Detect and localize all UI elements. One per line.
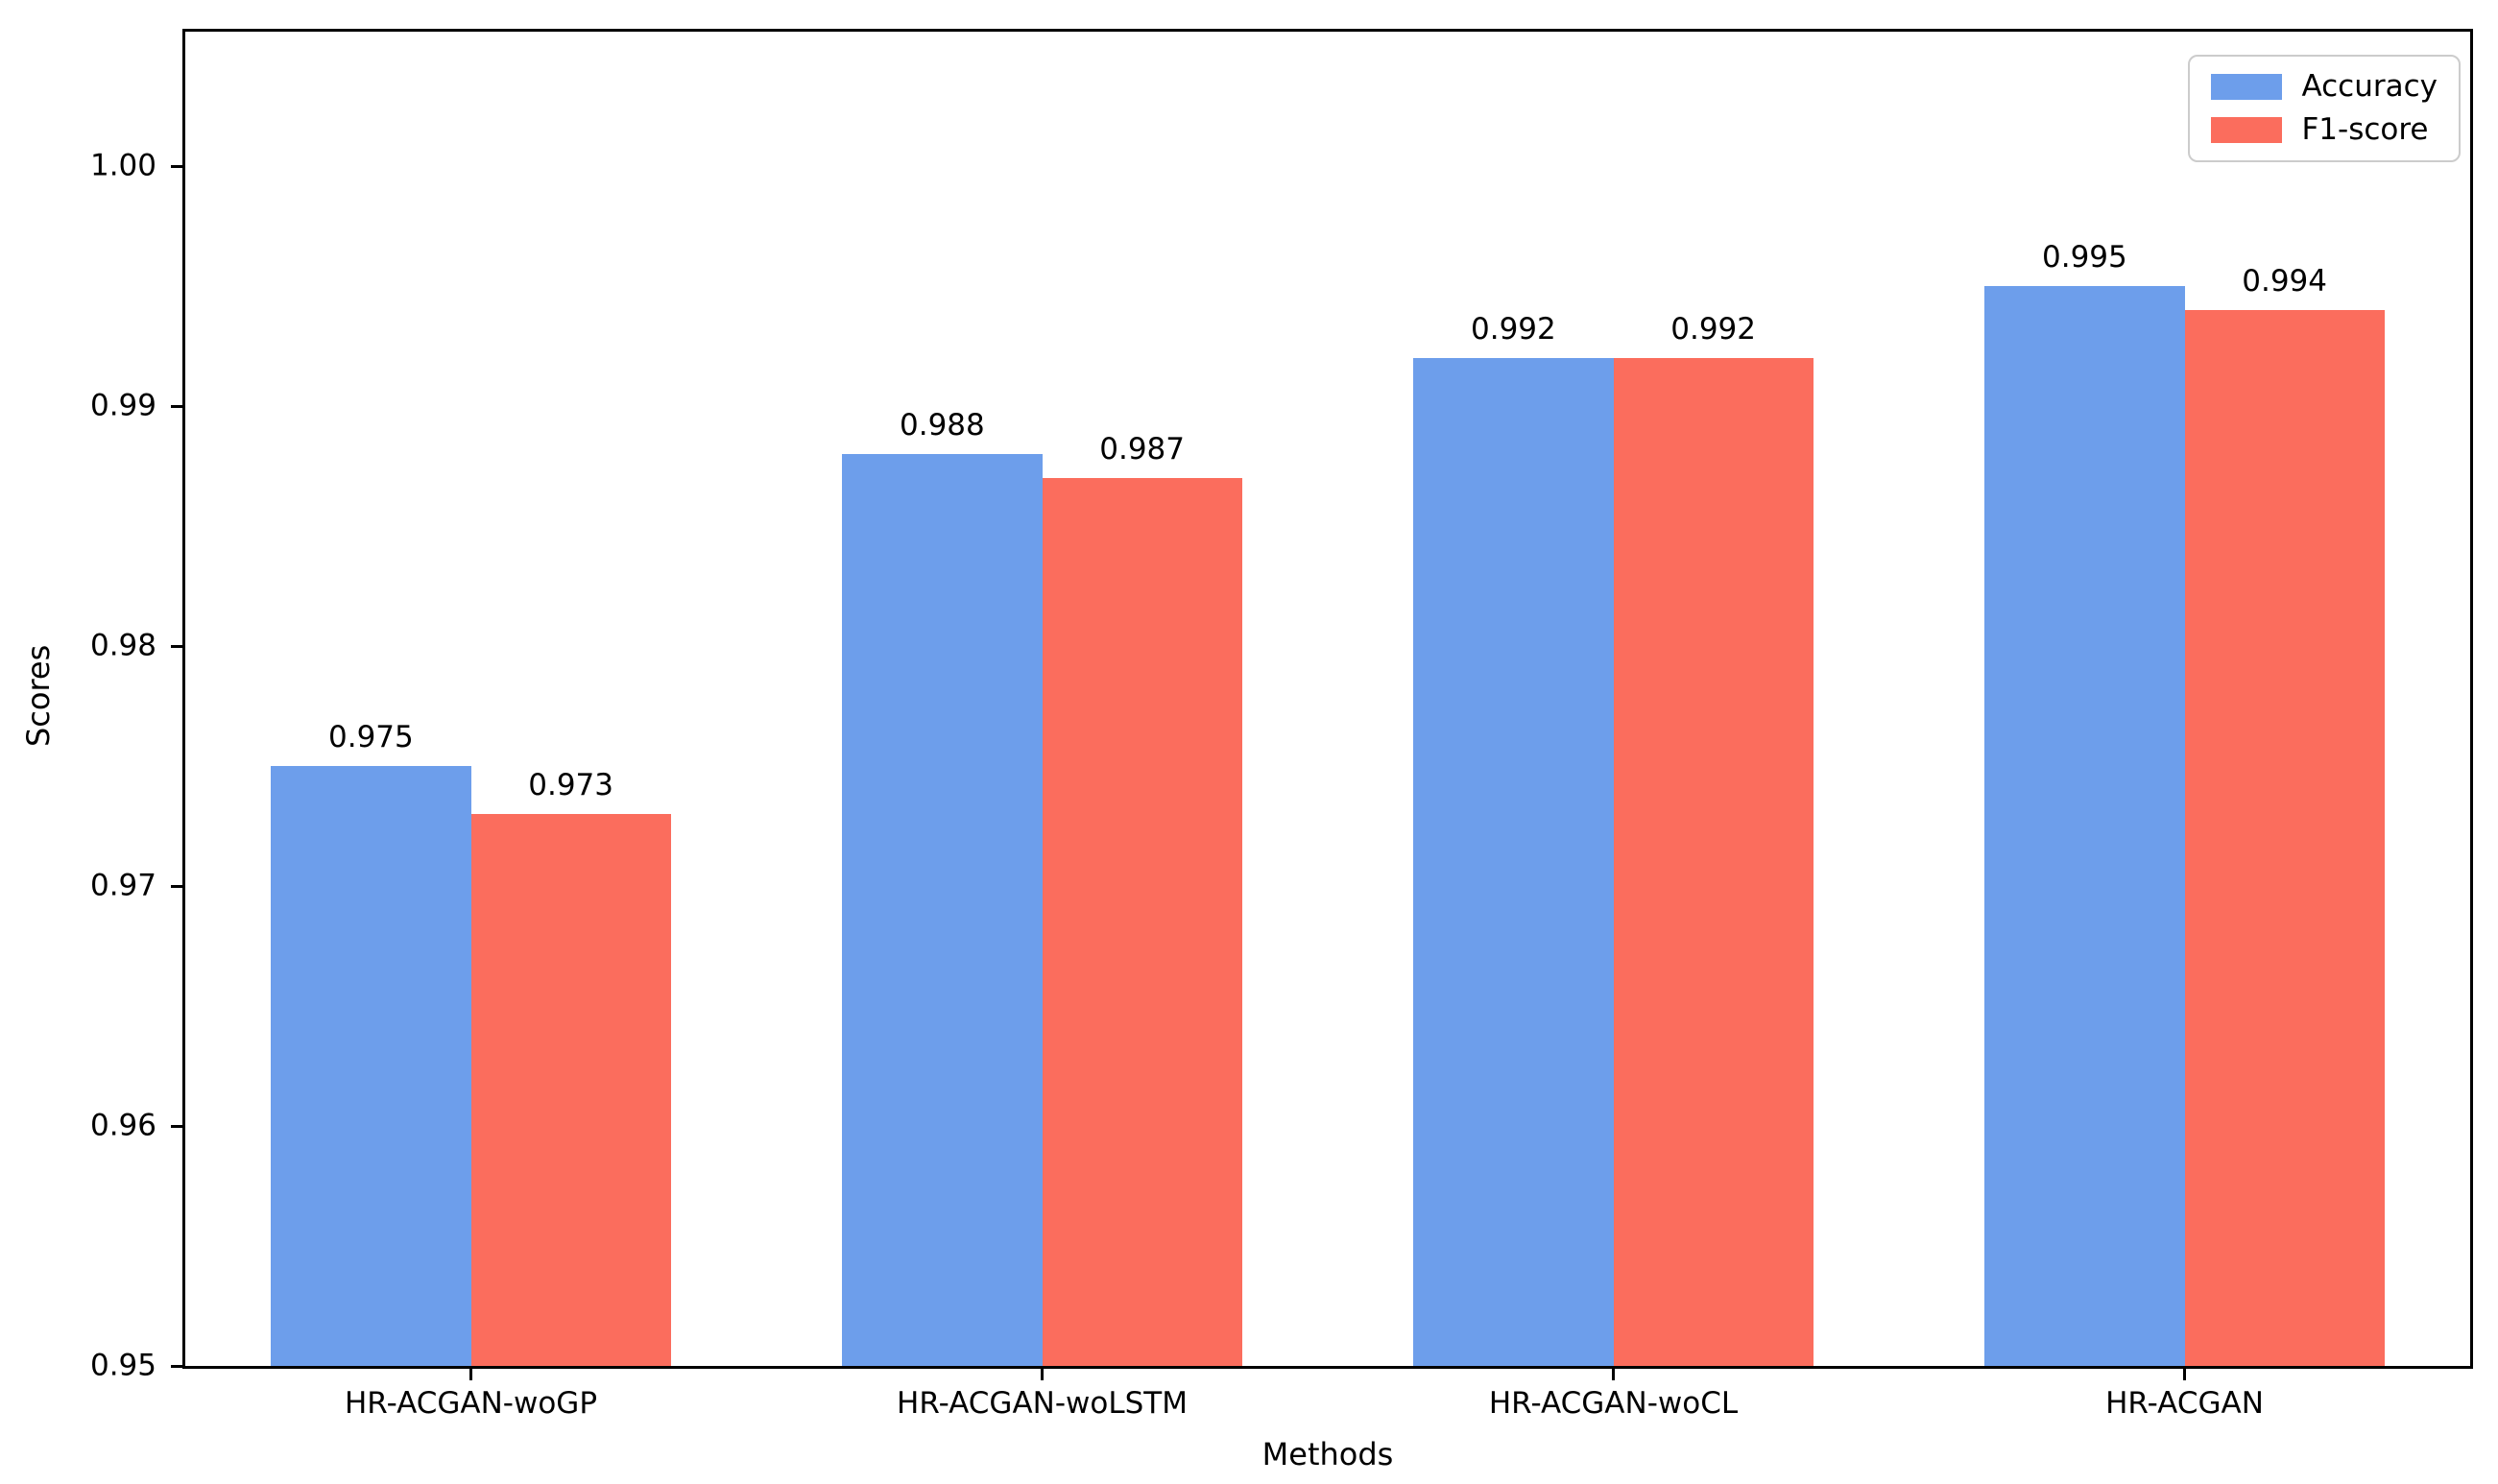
bar-value-label: 0.992 — [1670, 312, 1756, 347]
legend-swatch-icon — [2211, 74, 2283, 100]
x-axis-tick-label: HR-ACGAN-woLSTM — [897, 1386, 1188, 1421]
y-axis-tick-label: 1.00 — [89, 148, 156, 183]
x-axis-label: Methods — [1261, 1436, 1394, 1472]
bar-value-label: 0.988 — [900, 408, 985, 443]
y-axis-tick-label: 0.96 — [89, 1108, 156, 1143]
bar-f1-score-3 — [1613, 358, 1813, 1366]
legend-label: Accuracy — [2301, 69, 2438, 104]
legend-swatch-icon — [2211, 117, 2283, 143]
x-tick-mark — [1041, 1369, 1044, 1380]
legend-label: F1-score — [2301, 112, 2429, 147]
y-tick-mark — [171, 1124, 182, 1128]
y-axis-tick-label: 0.97 — [89, 868, 156, 903]
bar-value-label: 0.995 — [2042, 240, 2127, 275]
x-tick-mark — [1612, 1369, 1615, 1380]
y-tick-mark — [171, 1364, 182, 1368]
legend-entry-accuracy: Accuracy — [2211, 72, 2438, 102]
y-axis-tick-label: 0.95 — [89, 1348, 156, 1383]
bar-f1-score-4 — [2184, 310, 2385, 1366]
legend: Accuracy F1-score — [2188, 55, 2461, 162]
bar-f1-score-2 — [1042, 478, 1242, 1366]
bar-value-label: 0.992 — [1471, 312, 1556, 347]
y-tick-mark — [171, 404, 182, 408]
x-axis-tick-label: HR-ACGAN — [2105, 1386, 2264, 1421]
bar-accuracy-4 — [1984, 286, 2185, 1366]
y-axis-tick-label: 0.99 — [89, 388, 156, 423]
bar-value-label: 0.975 — [328, 720, 414, 754]
bar-accuracy-1 — [271, 766, 471, 1366]
legend-entry-f1-score: F1-score — [2211, 115, 2438, 145]
y-axis-label: Scores — [20, 644, 57, 748]
bar-f1-score-1 — [470, 814, 671, 1366]
bar-accuracy-3 — [1413, 358, 1614, 1366]
y-tick-mark — [171, 884, 182, 888]
bar-value-label: 0.987 — [1099, 432, 1185, 467]
bar-accuracy-2 — [842, 454, 1043, 1366]
y-axis-tick-label: 0.98 — [89, 628, 156, 663]
plot-area: Methods Accuracy F1-score 0.95 0.96 0.97 0.9… — [90, 29, 2473, 1470]
bar-value-label: 0.973 — [528, 768, 613, 802]
x-axis-tick-label: HR-ACGAN-woCL — [1488, 1386, 1739, 1421]
y-tick-mark — [171, 644, 182, 648]
bar-value-label: 0.994 — [2242, 264, 2327, 299]
x-tick-mark — [2183, 1369, 2186, 1380]
x-tick-mark — [469, 1369, 472, 1380]
y-tick-mark — [171, 164, 182, 168]
x-axis-tick-label: HR-ACGAN-woGP — [344, 1386, 598, 1421]
